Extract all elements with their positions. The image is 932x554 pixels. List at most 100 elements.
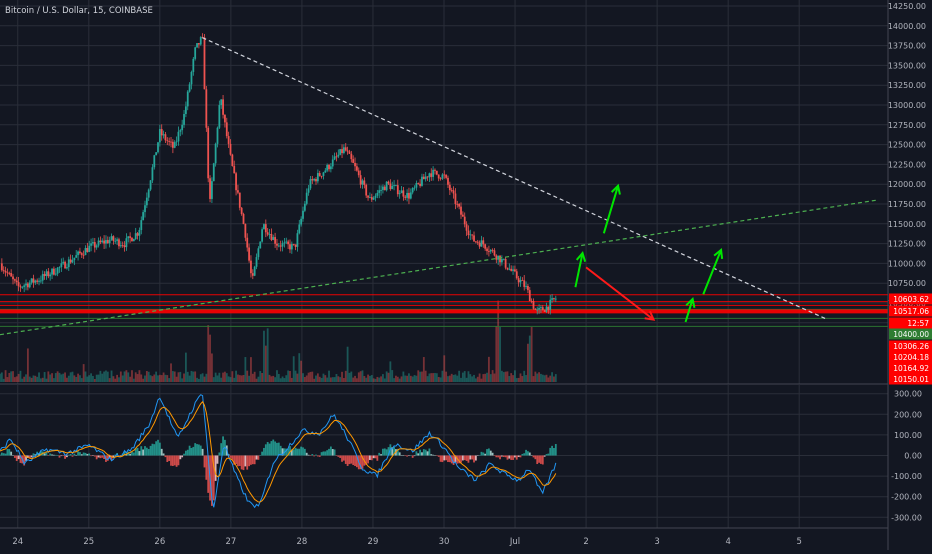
candle-body [294, 244, 297, 247]
candle-body [142, 212, 145, 221]
trendlines[interactable] [0, 37, 878, 336]
histogram-bar [257, 455, 260, 460]
histogram-bar [460, 455, 462, 463]
histogram-bar [497, 455, 500, 458]
histogram-bar [261, 451, 264, 456]
histogram-bar [339, 455, 342, 458]
histogram-bar [166, 455, 169, 462]
histogram-bar [0, 454, 1, 456]
price-level-labels: 10603.62 10517.06 12:57 10400.00 10306.26 102… [889, 293, 932, 385]
horizontal-levels[interactable] [0, 294, 888, 327]
candle-body [395, 185, 397, 186]
candle-body [346, 150, 349, 152]
volume-bar [268, 374, 271, 382]
histogram-bar [54, 454, 57, 456]
candle-body [229, 143, 232, 155]
candle-body [495, 255, 498, 260]
candle-body [337, 154, 340, 157]
candle-body [480, 240, 483, 247]
volume-bar [549, 375, 552, 382]
candle-body [469, 234, 472, 236]
volume-bar [369, 375, 371, 382]
volume-bar [32, 375, 35, 382]
volume-bar [181, 378, 184, 382]
candle-body [259, 241, 262, 249]
histogram-bar [214, 455, 217, 481]
volume-bar [547, 377, 550, 382]
candle-body [276, 243, 278, 246]
candle-body [257, 248, 260, 258]
volume-bar [214, 372, 217, 382]
oscillator-axis[interactable]: -300.00 -200.00 -100.00 0.00 100.00 200.00 300… [891, 390, 922, 523]
candle-body [10, 273, 13, 277]
candle-body [121, 245, 124, 247]
volume-bar [350, 371, 353, 382]
histogram-bar [521, 453, 524, 456]
volume-bar [0, 372, 3, 382]
volume-bar [512, 375, 514, 382]
volume-bar [196, 377, 198, 382]
candle-body [514, 269, 516, 272]
volume-bar [77, 373, 79, 382]
histogram-bar [136, 447, 139, 456]
volume-bar [460, 377, 462, 382]
candle-body [303, 203, 306, 211]
candle-body [149, 180, 152, 190]
candle-body [422, 176, 425, 180]
volume-bar [79, 375, 81, 382]
volume-bar [294, 370, 297, 382]
projection-arrows[interactable] [574, 183, 724, 323]
histogram-bar [361, 455, 364, 469]
candle-body [458, 204, 461, 207]
osc-tick-label: -300.00 [891, 513, 922, 522]
histogram-bar [79, 452, 81, 456]
candle-body [274, 237, 277, 244]
candle-body [196, 43, 198, 48]
candle-body [342, 147, 345, 154]
candle-body [93, 242, 96, 248]
histogram-bar [324, 451, 327, 456]
volume-bar [248, 375, 250, 382]
candle-body [147, 189, 150, 198]
volume-bar [166, 375, 169, 382]
candle-body [359, 175, 362, 185]
histogram-bar [71, 455, 74, 457]
time-axis[interactable]: 24 25 26 27 28 29 30 Jul 2 3 4 5 [12, 537, 802, 547]
histogram-bar [426, 451, 429, 456]
volume-bar [476, 376, 479, 382]
volume-bar [119, 371, 122, 382]
candle-body [203, 37, 206, 90]
candle-body [106, 240, 109, 244]
candle-body [372, 197, 375, 200]
candle-body [209, 178, 211, 199]
volume-bar [519, 373, 522, 382]
histogram-bar [318, 455, 321, 457]
candle-body [170, 141, 172, 143]
volume-bar [346, 346, 349, 382]
histogram-bar [235, 455, 237, 465]
histogram-bar [456, 455, 459, 464]
volume-bar [15, 376, 18, 382]
volume-bar [264, 345, 267, 382]
projection-arrow-shaft [574, 252, 584, 288]
candle-body [296, 233, 299, 247]
volume-bar [491, 370, 494, 382]
histogram-bar [198, 444, 200, 456]
histogram-bar [168, 455, 171, 462]
histogram-bar [251, 455, 254, 465]
histogram-bar [551, 445, 553, 456]
histogram-bar [279, 445, 282, 456]
volume-bar [168, 378, 171, 382]
candle-body [465, 224, 468, 231]
volume-bar [458, 370, 461, 382]
volume-bar [153, 374, 156, 382]
candle-body [385, 181, 388, 191]
histogram-bar [376, 455, 379, 461]
volume-bar [487, 356, 490, 382]
volume-bar [67, 375, 70, 382]
volume-bar [45, 378, 48, 382]
candle-body [538, 307, 540, 310]
histogram-bar [495, 455, 498, 458]
